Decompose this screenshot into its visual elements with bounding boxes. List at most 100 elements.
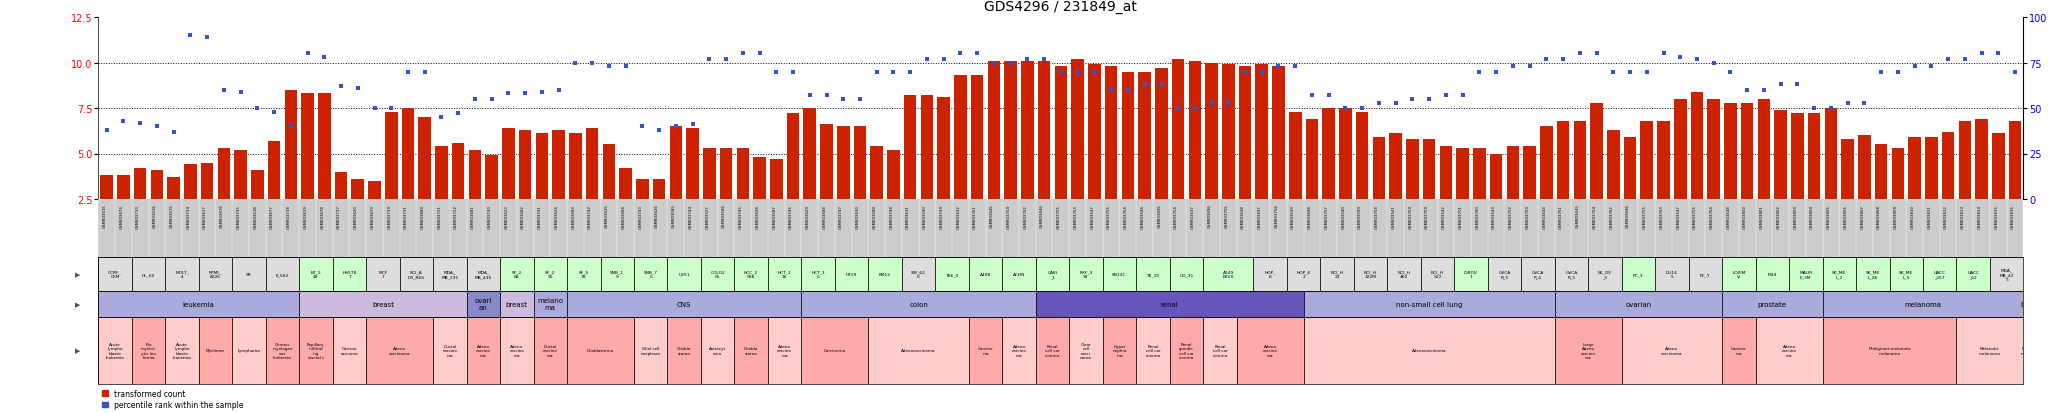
- Bar: [1757, 100, 1769, 199]
- Bar: [301, 94, 313, 199]
- Bar: [868, 257, 901, 291]
- Point: [1546, 57, 1579, 63]
- Bar: [635, 317, 668, 384]
- Bar: [1286, 257, 1321, 291]
- Text: GSM803759: GSM803759: [1425, 204, 1430, 228]
- Point: [1698, 60, 1731, 66]
- Text: GSM803815: GSM803815: [1995, 204, 1999, 228]
- Point: [1581, 51, 1614, 57]
- Bar: [1202, 317, 1237, 384]
- Text: GSM803742: GSM803742: [588, 204, 592, 228]
- Text: DU14
5: DU14 5: [1665, 270, 1677, 279]
- Text: GSM803748: GSM803748: [889, 204, 893, 228]
- Text: NCI_H
460: NCI_H 460: [1397, 270, 1411, 279]
- Bar: [801, 291, 1036, 317]
- Bar: [1841, 140, 1853, 199]
- Bar: [1321, 257, 1354, 291]
- Bar: [1825, 109, 1837, 199]
- Bar: [1104, 67, 1118, 199]
- Text: HL_60: HL_60: [141, 272, 156, 276]
- Text: CNS: CNS: [678, 301, 692, 307]
- Text: SN12C: SN12C: [1112, 272, 1126, 276]
- Text: SR: SR: [246, 272, 252, 276]
- Text: GSM803735: GSM803735: [238, 204, 240, 228]
- Bar: [801, 257, 836, 291]
- Point: [811, 93, 844, 100]
- Bar: [1122, 72, 1135, 199]
- Bar: [1554, 317, 1622, 384]
- Bar: [1556, 121, 1569, 199]
- Text: Hyper
nephro
ma: Hyper nephro ma: [1112, 344, 1126, 357]
- Bar: [385, 112, 397, 199]
- Bar: [1890, 257, 1923, 291]
- Bar: [98, 317, 131, 384]
- Bar: [1055, 67, 1067, 199]
- Point: [1563, 51, 1595, 57]
- Bar: [152, 171, 164, 199]
- Point: [1096, 87, 1128, 94]
- Text: RXF_3
93: RXF_3 93: [1079, 270, 1094, 279]
- Text: HCT_1
16: HCT_1 16: [778, 270, 793, 279]
- Text: GSM803812: GSM803812: [1944, 204, 1948, 228]
- Text: K_562: K_562: [276, 272, 289, 276]
- Point: [375, 105, 408, 112]
- Bar: [1524, 147, 1536, 199]
- Point: [1663, 55, 1696, 61]
- Text: GSM803762: GSM803762: [1610, 204, 1614, 228]
- Point: [358, 105, 391, 112]
- Text: leukemia: leukemia: [182, 301, 215, 307]
- Bar: [2023, 317, 2040, 384]
- Text: NCI_A
DR_RES: NCI_A DR_RES: [408, 270, 424, 279]
- Text: GSM803701: GSM803701: [1458, 204, 1462, 228]
- Bar: [1087, 65, 1100, 199]
- Text: GSM803630: GSM803630: [856, 204, 860, 228]
- Text: GSM803740: GSM803740: [487, 204, 492, 228]
- Bar: [553, 131, 565, 199]
- Text: GSM803722: GSM803722: [455, 204, 459, 228]
- Bar: [1722, 317, 1755, 384]
- Point: [1815, 105, 1847, 112]
- Text: GSM803762: GSM803762: [1024, 204, 1028, 228]
- Bar: [131, 257, 166, 291]
- Text: A498: A498: [979, 272, 991, 276]
- Text: GSM803806: GSM803806: [1843, 204, 1847, 228]
- Point: [860, 69, 893, 76]
- Text: GSM803548: GSM803548: [1726, 204, 1731, 228]
- Bar: [1239, 67, 1251, 199]
- Bar: [1892, 149, 1905, 199]
- Point: [1747, 87, 1780, 94]
- Point: [727, 51, 760, 57]
- Bar: [1440, 147, 1452, 199]
- Point: [692, 57, 725, 63]
- Bar: [252, 171, 264, 199]
- Point: [1346, 105, 1378, 112]
- Point: [944, 51, 977, 57]
- Bar: [500, 291, 535, 317]
- Bar: [569, 134, 582, 199]
- Text: UACC
_62: UACC _62: [1968, 270, 1978, 279]
- Text: GSM803617: GSM803617: [203, 204, 207, 228]
- Text: LOXIM
VI: LOXIM VI: [1733, 270, 1745, 279]
- Text: Renal
spindle
cell car
cinoma: Renal spindle cell car cinoma: [1180, 342, 1194, 360]
- Bar: [768, 317, 801, 384]
- Bar: [1389, 134, 1403, 199]
- Point: [844, 96, 877, 103]
- Text: GSM803764: GSM803764: [1124, 204, 1128, 228]
- Text: GSM803731: GSM803731: [403, 204, 408, 228]
- Text: GSM803807: GSM803807: [1860, 204, 1864, 228]
- Point: [1077, 69, 1110, 76]
- Point: [141, 123, 174, 130]
- Bar: [1036, 291, 1305, 317]
- Bar: [1573, 121, 1585, 199]
- Point: [1278, 64, 1311, 70]
- Point: [1212, 100, 1245, 107]
- Bar: [1169, 317, 1202, 384]
- Bar: [1487, 257, 1522, 291]
- Bar: [1657, 121, 1669, 199]
- Bar: [418, 118, 430, 199]
- Bar: [854, 127, 866, 199]
- Bar: [1741, 103, 1753, 199]
- Bar: [586, 129, 598, 199]
- Bar: [1473, 149, 1485, 199]
- Point: [776, 69, 809, 76]
